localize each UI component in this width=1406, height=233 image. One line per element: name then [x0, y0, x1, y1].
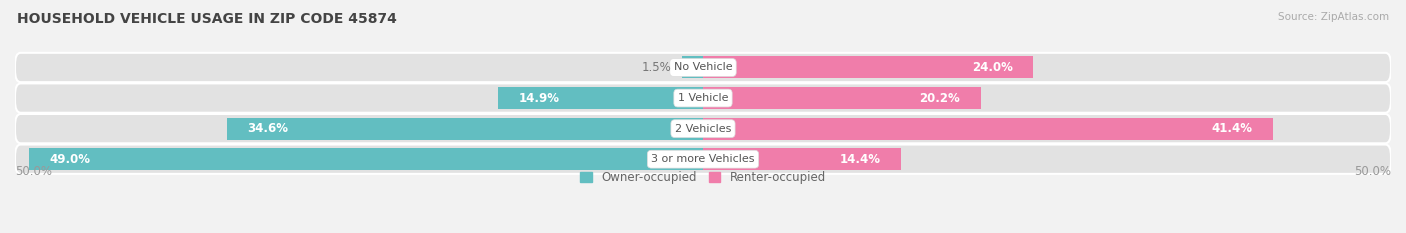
Bar: [703, 148, 901, 170]
Text: No Vehicle: No Vehicle: [673, 62, 733, 72]
Text: 24.0%: 24.0%: [972, 61, 1012, 74]
FancyBboxPatch shape: [15, 114, 1391, 143]
Text: 14.4%: 14.4%: [839, 153, 880, 166]
Text: 50.0%: 50.0%: [15, 165, 52, 178]
Text: HOUSEHOLD VEHICLE USAGE IN ZIP CODE 45874: HOUSEHOLD VEHICLE USAGE IN ZIP CODE 4587…: [17, 12, 396, 26]
FancyBboxPatch shape: [15, 53, 1391, 82]
Bar: [703, 87, 981, 109]
Text: Source: ZipAtlas.com: Source: ZipAtlas.com: [1278, 12, 1389, 22]
Text: 34.6%: 34.6%: [247, 122, 288, 135]
Text: 50.0%: 50.0%: [1354, 165, 1391, 178]
Text: 1 Vehicle: 1 Vehicle: [678, 93, 728, 103]
Text: 2 Vehicles: 2 Vehicles: [675, 124, 731, 134]
Legend: Owner-occupied, Renter-occupied: Owner-occupied, Renter-occupied: [575, 167, 831, 189]
Text: 20.2%: 20.2%: [920, 92, 960, 105]
Text: 1.5%: 1.5%: [641, 61, 671, 74]
Bar: [703, 118, 1272, 140]
Bar: [682, 56, 703, 79]
FancyBboxPatch shape: [15, 144, 1391, 174]
Text: 3 or more Vehicles: 3 or more Vehicles: [651, 154, 755, 164]
Bar: [703, 56, 1033, 79]
Text: 14.9%: 14.9%: [519, 92, 560, 105]
Bar: [28, 148, 703, 170]
FancyBboxPatch shape: [15, 83, 1391, 113]
Text: 41.4%: 41.4%: [1211, 122, 1251, 135]
Bar: [498, 87, 703, 109]
Text: 49.0%: 49.0%: [49, 153, 90, 166]
Bar: [226, 118, 703, 140]
